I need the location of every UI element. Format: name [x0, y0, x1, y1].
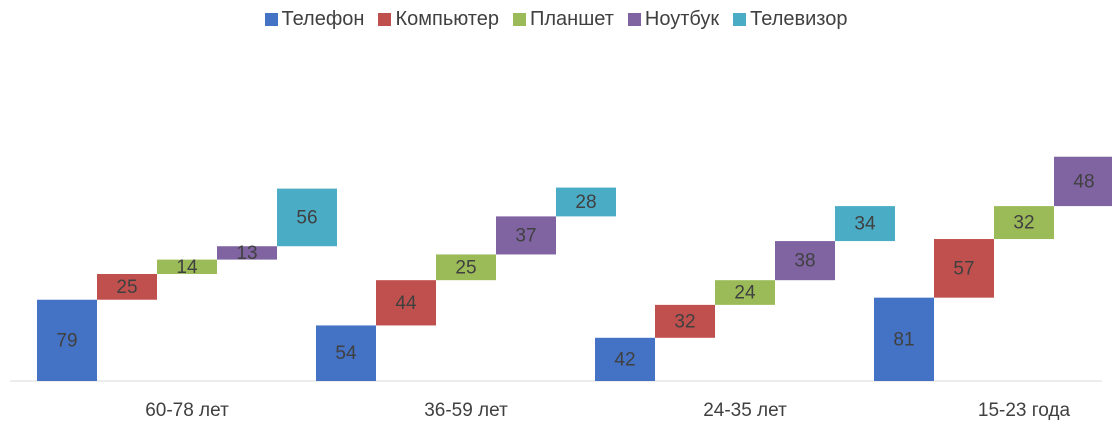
- legend-item: Планшет: [512, 8, 614, 31]
- legend-label: Компьютер: [395, 8, 499, 30]
- data-label: 38: [794, 251, 815, 272]
- data-label: 28: [575, 192, 596, 213]
- legend-swatch: [264, 13, 278, 26]
- bar-segment: [37, 299, 97, 381]
- x-tick-label: 36-59 лет: [424, 400, 508, 421]
- data-label: 42: [614, 349, 635, 370]
- legend-label: Планшет: [529, 8, 614, 30]
- bar-segment: [97, 274, 157, 300]
- bar-segment: [655, 304, 715, 338]
- bar-segment: [217, 246, 277, 260]
- bar-segment: [436, 254, 496, 281]
- x-tick-label: 15-23 года: [978, 400, 1071, 421]
- data-label: 24: [734, 283, 756, 304]
- bar-segment: [934, 239, 994, 298]
- bar-segment: [994, 206, 1054, 240]
- data-label: 32: [1013, 213, 1034, 234]
- data-label: 48: [1073, 171, 1094, 192]
- data-label: 37: [515, 225, 536, 246]
- bar-segment: [595, 337, 655, 381]
- bar-segment: [277, 188, 337, 247]
- legend: Телефон Компьютер Планшет Ноутбук Телевизор: [0, 8, 1112, 31]
- data-label: 14: [176, 257, 198, 278]
- data-label: 56: [296, 207, 317, 228]
- bar-segment: [775, 241, 835, 281]
- data-label: 79: [56, 330, 77, 351]
- bar-segment: [874, 297, 934, 381]
- legend-item: Телефон: [264, 8, 365, 31]
- data-label: 25: [116, 277, 137, 298]
- data-label: 13: [236, 243, 257, 264]
- legend-swatch: [378, 13, 392, 26]
- legend-label: Телевизор: [750, 8, 848, 30]
- data-label: 44: [395, 293, 417, 314]
- legend-swatch: [512, 13, 526, 26]
- legend-item: Компьютер: [378, 8, 499, 31]
- x-tick-label: 24-35 лет: [703, 400, 787, 421]
- legend-item: Телевизор: [733, 8, 848, 31]
- x-tick-label: 60-78 лет: [145, 400, 229, 421]
- legend-label: Телефон: [281, 8, 365, 30]
- data-label: 25: [455, 257, 476, 278]
- data-label: 54: [335, 343, 357, 364]
- bar-segment: [157, 259, 217, 275]
- bar-segment: [316, 325, 376, 381]
- bar-segment: [556, 187, 616, 217]
- bar-segment: [496, 216, 556, 255]
- data-label: 32: [674, 311, 695, 332]
- legend-swatch: [627, 13, 641, 26]
- bar-segment: [715, 280, 775, 305]
- legend-label: Ноутбук: [644, 8, 720, 30]
- bar-segment: [835, 206, 895, 242]
- data-label: 81: [893, 329, 914, 350]
- data-label: 57: [953, 258, 974, 279]
- legend-item: Ноутбук: [627, 8, 720, 31]
- bar-segment: [376, 280, 436, 326]
- bar-segment: [1054, 156, 1112, 207]
- data-label: 34: [854, 214, 876, 235]
- legend-swatch: [733, 13, 747, 26]
